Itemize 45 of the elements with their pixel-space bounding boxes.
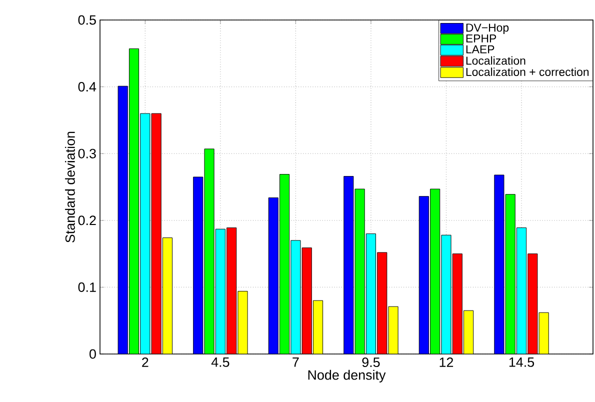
bar: [538, 312, 549, 354]
bar: [452, 254, 462, 354]
y-tick-label: 0.4: [78, 82, 96, 92]
bar: [312, 300, 324, 354]
x-tick-label: 2: [142, 358, 148, 367]
bar: [162, 238, 173, 354]
bar: [226, 227, 237, 354]
bar: [505, 194, 516, 354]
bar: [418, 196, 429, 354]
x-tick-label: 14.5: [509, 358, 534, 367]
y-tick-label: 0.1: [78, 282, 96, 292]
legend-label: Localization: [466, 56, 526, 65]
bar: [280, 174, 290, 354]
legend-label: LAEP: [466, 45, 494, 54]
bar: [128, 48, 140, 354]
y-tick-label: 0: [90, 349, 96, 359]
bar: [366, 234, 376, 354]
bar: [344, 176, 354, 354]
bar: [494, 174, 504, 354]
bar: [193, 176, 204, 354]
bar: [268, 197, 278, 354]
bar: [118, 86, 128, 354]
bar: [215, 228, 226, 354]
bar: [290, 240, 301, 354]
bar: [354, 188, 365, 354]
y-tick-label: 0.5: [78, 15, 96, 25]
y-tick-label: 0.2: [78, 216, 96, 226]
x-tick-label: 12: [440, 358, 454, 367]
y-axis-title: Standard deviation: [65, 132, 75, 242]
bar: [528, 254, 538, 354]
bar: [430, 188, 440, 354]
bar: [464, 310, 474, 354]
y-tick-label: 0.3: [78, 148, 96, 158]
bar: [516, 227, 527, 354]
legend-label: EPHP: [466, 34, 496, 42]
x-tick-label: 7: [292, 358, 299, 367]
bar: [151, 113, 162, 354]
legend-label: Localization + correction: [466, 68, 589, 76]
x-axis-title: Node density: [308, 370, 386, 382]
bar: [377, 252, 388, 354]
bar: [140, 113, 150, 354]
legend-label: DV−Hop: [466, 24, 509, 34]
bar: [302, 248, 312, 354]
x-tick-label: 4.5: [211, 358, 230, 367]
x-tick-label: 9.5: [362, 358, 380, 368]
